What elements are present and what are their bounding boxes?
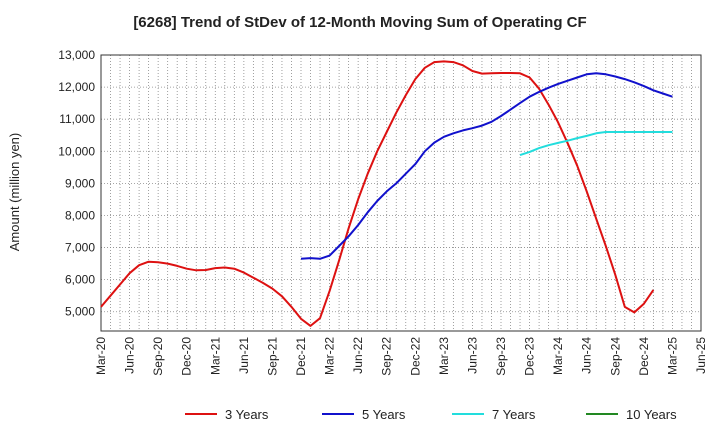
y-tick-label: 13,000 — [58, 48, 95, 62]
y-tick-label: 9,000 — [65, 176, 95, 190]
x-tick-label: Mar-22 — [323, 337, 337, 375]
legend-label: 7 Years — [492, 407, 536, 422]
x-tick-label: Sep-24 — [608, 337, 622, 376]
x-tick-label: Mar-21 — [208, 337, 222, 375]
x-tick-label: Sep-22 — [380, 337, 394, 376]
legend-label: 10 Years — [626, 407, 677, 422]
x-tick-label: Mar-24 — [551, 337, 565, 375]
x-tick-label: Dec-22 — [408, 337, 422, 376]
x-tick-label: Mar-20 — [94, 337, 108, 375]
x-tick-label: Mar-25 — [665, 337, 679, 375]
x-tick-label: Sep-23 — [494, 337, 508, 376]
chart-title: [6268] Trend of StDev of 12-Month Moving… — [133, 14, 587, 31]
x-tick-label: Jun-24 — [580, 337, 594, 374]
plot-area — [101, 55, 701, 331]
y-tick-label: 6,000 — [65, 273, 95, 287]
y-tick-label: 11,000 — [59, 112, 95, 126]
y-tick-label: 12,000 — [58, 80, 95, 94]
grid-lines — [101, 54, 701, 331]
x-tick-label: Dec-21 — [294, 337, 308, 376]
x-tick-label: Jun-21 — [237, 337, 251, 374]
x-tick-label: Mar-23 — [437, 337, 451, 375]
x-axis: Mar-20 Jun-20 Sep-20 Dec-20 Mar-21 Jun-21 Sep-… — [94, 337, 708, 376]
x-tick-label: Jun-22 — [351, 337, 365, 374]
x-tick-label: Dec-23 — [523, 337, 537, 376]
series-line-7-years — [519, 131, 673, 157]
legend-label: 3 Years — [225, 407, 269, 422]
legend-label: 5 Years — [362, 407, 406, 422]
x-tick-label: Jun-25 — [694, 337, 708, 374]
plot-border — [100, 54, 702, 332]
x-tick-label: Sep-21 — [265, 337, 279, 376]
y-tick-label: 7,000 — [65, 241, 95, 255]
series-lines — [100, 60, 673, 327]
x-tick-label: Jun-20 — [123, 337, 137, 374]
y-tick-label: 10,000 — [58, 144, 95, 158]
y-axis: 5,000 6,000 7,000 8,000 9,000 10,000 11,000 12,… — [58, 48, 95, 319]
x-tick-label: Jun-23 — [465, 337, 479, 374]
x-tick-label: Dec-20 — [180, 337, 194, 376]
y-tick-label: 8,000 — [65, 208, 95, 222]
x-tick-label: Sep-20 — [151, 337, 165, 376]
legend: 3 Years 5 Years 7 Years 10 Years — [185, 407, 677, 422]
y-axis-title: Amount (million yen) — [7, 133, 22, 252]
series-line-5-years — [300, 72, 673, 260]
y-tick-label: 5,000 — [65, 305, 95, 319]
x-tick-label: Dec-24 — [637, 337, 651, 376]
series-line-3-years — [100, 60, 655, 327]
